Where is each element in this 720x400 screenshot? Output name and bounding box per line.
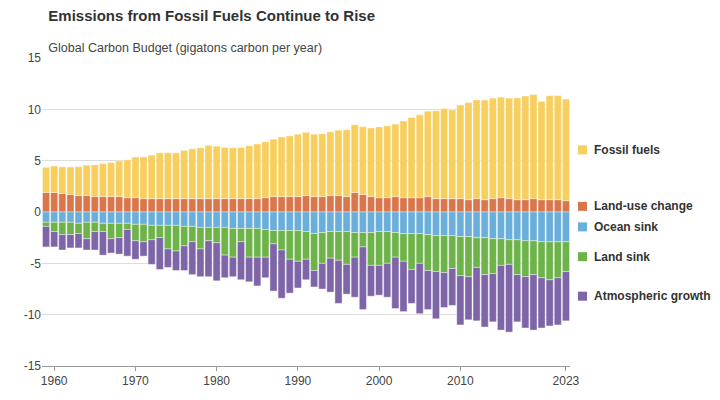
svg-text:1990: 1990 [285, 374, 312, 388]
svg-text:10: 10 [28, 103, 42, 117]
svg-text:1970: 1970 [122, 374, 149, 388]
svg-text:1980: 1980 [203, 374, 230, 388]
svg-text:2023: 2023 [553, 374, 580, 388]
svg-text:0: 0 [34, 205, 41, 219]
svg-text:-10: -10 [24, 308, 42, 322]
svg-text:Land-use change: Land-use change [594, 199, 693, 213]
svg-text:Atmospheric growth: Atmospheric growth [594, 289, 711, 303]
svg-text:-15: -15 [24, 359, 42, 373]
svg-text:2000: 2000 [366, 374, 393, 388]
svg-text:Land sink: Land sink [594, 250, 650, 264]
svg-text:Emissions from Fossil Fuels Co: Emissions from Fossil Fuels Continue to … [48, 7, 375, 24]
svg-text:Fossil fuels: Fossil fuels [594, 143, 660, 157]
svg-text:Global Carbon Budget (gigatons: Global Carbon Budget (gigatons carbon pe… [48, 41, 322, 55]
svg-text:-5: -5 [30, 257, 41, 271]
svg-text:5: 5 [34, 154, 41, 168]
svg-text:1960: 1960 [41, 374, 68, 388]
svg-text:15: 15 [28, 51, 42, 65]
svg-text:Ocean sink: Ocean sink [594, 220, 658, 234]
svg-text:2010: 2010 [447, 374, 474, 388]
